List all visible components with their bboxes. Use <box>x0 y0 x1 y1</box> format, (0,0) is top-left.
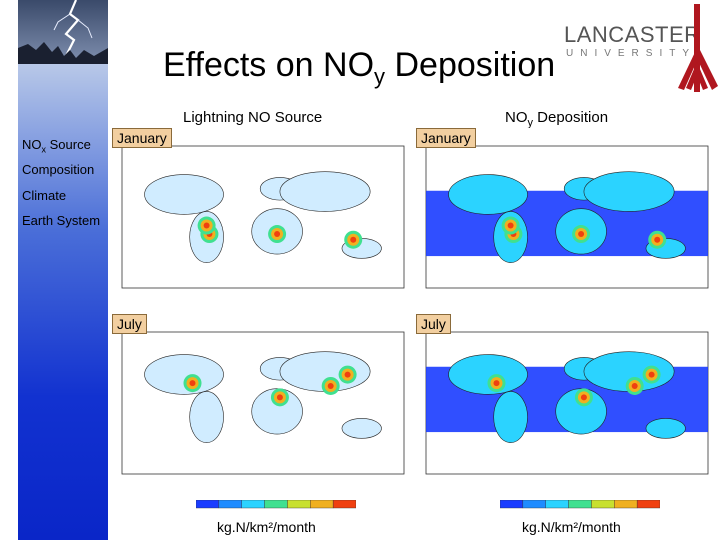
colorbar-segment <box>287 500 311 509</box>
contour-hotspot <box>350 236 357 243</box>
colorbar-segment <box>332 500 356 509</box>
continent-shape <box>448 354 528 395</box>
month-label: January <box>416 128 476 148</box>
contour-hotspot <box>189 380 196 387</box>
colorbar-segment <box>636 500 660 509</box>
contour-hotspot <box>203 222 210 229</box>
side-decoration-bar <box>18 64 108 540</box>
contour-hotspot <box>648 371 655 378</box>
contour-hotspot <box>274 231 281 238</box>
contour-hotspot <box>493 380 500 387</box>
sidebar-item-earth-system: Earth System <box>22 213 101 228</box>
world-map-deposition-july <box>425 331 709 475</box>
contour-hotspot <box>276 394 283 401</box>
continent-shape <box>493 391 528 443</box>
continent-shape <box>144 174 224 215</box>
contour-hotspot <box>578 231 585 238</box>
right-column-heading: NOy Deposition <box>505 109 609 129</box>
month-label: July <box>112 314 147 334</box>
map-panel-deposition-july: July <box>412 314 716 490</box>
contour-hotspot <box>580 394 587 401</box>
continent-shape <box>341 418 382 439</box>
continent-shape <box>448 174 528 215</box>
logo-subtitle: UNIVERSITY <box>566 48 697 59</box>
logo-emblem <box>678 4 718 92</box>
continent-shape <box>645 418 686 439</box>
lightning-photo <box>18 0 108 64</box>
colorbar-lightning <box>196 500 356 509</box>
contour-hotspot <box>654 236 661 243</box>
contour-hotspot <box>507 222 514 229</box>
colorbar-segment <box>568 500 592 509</box>
continent-shape <box>279 171 371 212</box>
contour-hotspot <box>344 371 351 378</box>
continent-shape <box>251 388 303 435</box>
colorbar-segment <box>196 500 220 509</box>
colorbar-segment <box>218 500 242 509</box>
continent-shape <box>144 354 224 395</box>
contour-hotspot <box>631 382 638 389</box>
colorbar-segment <box>310 500 334 509</box>
map-panel-lightning-january: January <box>108 128 412 304</box>
contour-hotspot <box>327 382 334 389</box>
month-label: July <box>416 314 451 334</box>
sidebar-item-nox-source: NOx Source <box>22 137 91 155</box>
colorbar-segment <box>614 500 638 509</box>
colorbar-segment <box>545 500 569 509</box>
map-panel-lightning-july: July <box>108 314 412 490</box>
logo-wordmark: LANCASTER <box>564 22 701 47</box>
colorbar-segment <box>500 500 524 509</box>
colorbar-deposition <box>500 500 660 509</box>
continent-shape <box>189 391 224 443</box>
sidebar-item-composition: Composition <box>22 162 95 177</box>
university-logo: LANCASTER UNIVERSITY <box>560 4 720 92</box>
month-label: January <box>112 128 172 148</box>
left-column-heading: Lightning NO Source <box>183 109 323 126</box>
colorbar-segment <box>591 500 615 509</box>
world-map-lightning-january <box>121 145 405 289</box>
colorbar-unit-left: kg.N/km²/month <box>217 519 316 535</box>
colorbar-segment <box>522 500 546 509</box>
colorbar-segment <box>241 500 265 509</box>
sidebar-item-climate: Climate <box>22 188 67 203</box>
map-panel-deposition-january: January <box>412 128 716 304</box>
slide-title: Effects on NOy Deposition <box>163 46 556 89</box>
world-map-lightning-july <box>121 331 405 475</box>
continent-shape <box>583 171 675 212</box>
world-map-deposition-january <box>425 145 709 289</box>
colorbar-unit-right: kg.N/km²/month <box>522 519 621 535</box>
colorbar-segment <box>264 500 288 509</box>
continent-shape <box>555 388 607 435</box>
